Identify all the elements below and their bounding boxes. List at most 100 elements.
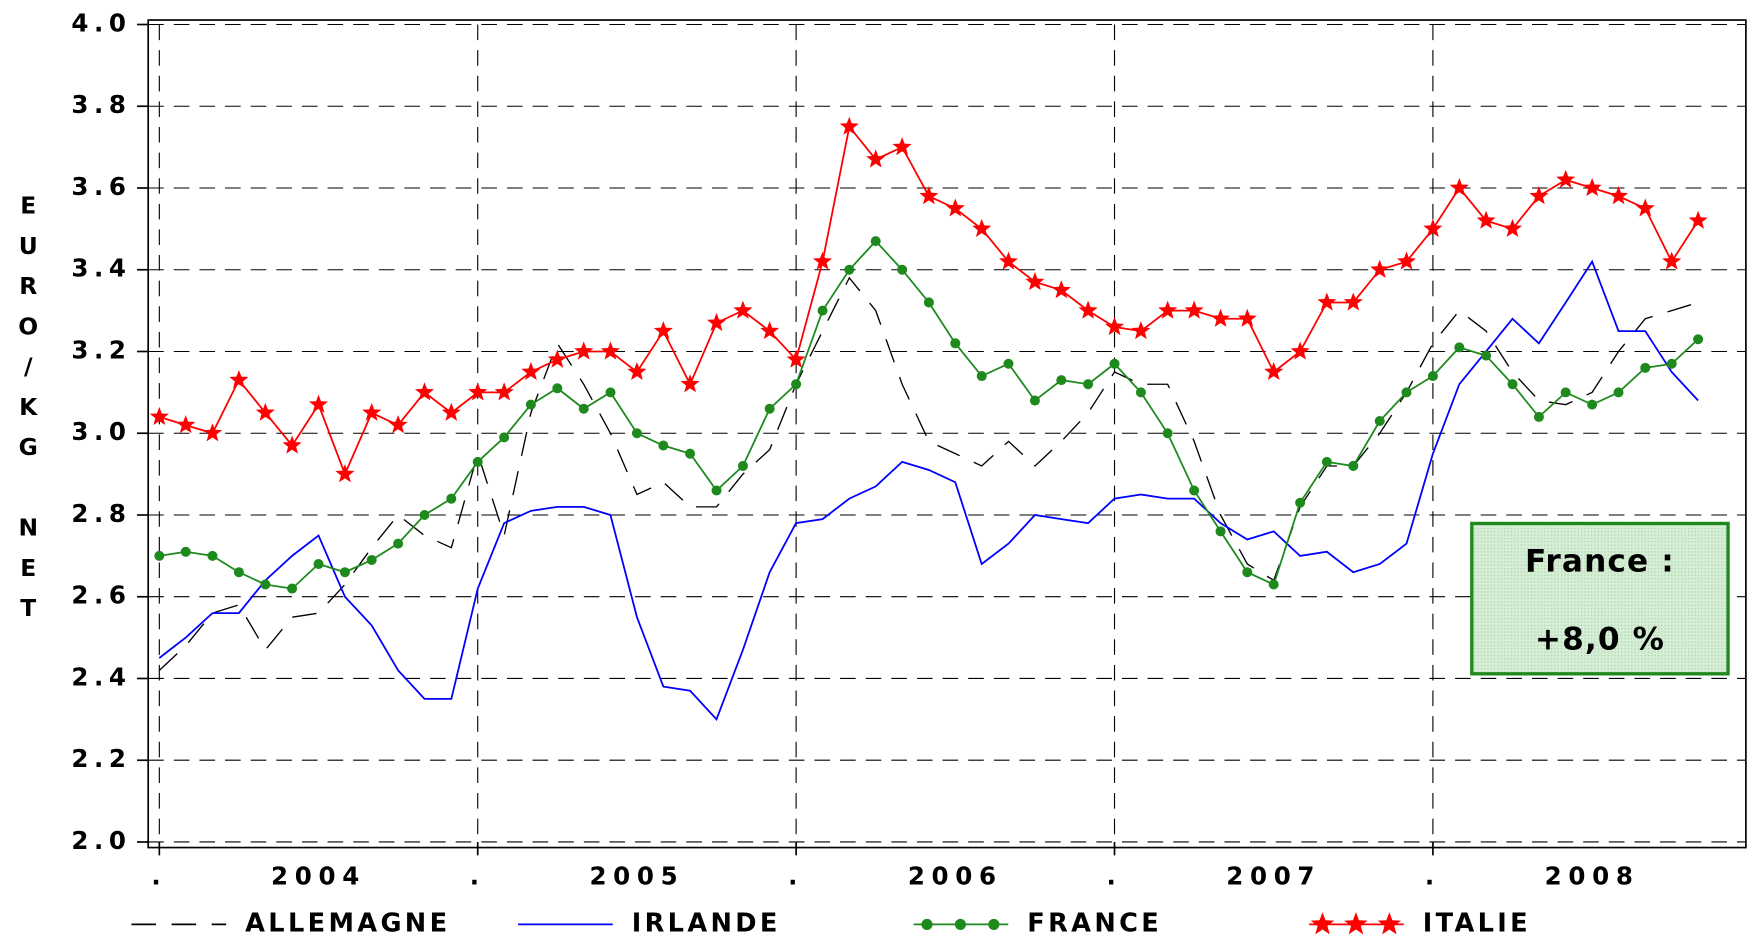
point xyxy=(945,198,965,217)
point xyxy=(1078,300,1098,319)
series-line xyxy=(158,259,1699,722)
point xyxy=(1640,362,1651,373)
point xyxy=(1396,251,1416,270)
point xyxy=(287,583,298,594)
point xyxy=(866,149,886,168)
point xyxy=(1507,379,1518,390)
x-tick-label: . xyxy=(151,862,167,891)
y-tick-label: 2.2 xyxy=(71,744,131,773)
point xyxy=(229,370,249,389)
point xyxy=(976,371,987,382)
point xyxy=(1529,186,1549,205)
y-tick-label: 3.0 xyxy=(71,417,131,446)
point xyxy=(446,493,457,504)
point xyxy=(207,550,218,561)
grid: 2.0 2.2 2.4 2.6 2.8 3.0 3.2 3.4 3.6 3.8 4.0.... . 20… xyxy=(71,9,1746,891)
point xyxy=(892,137,912,156)
point xyxy=(954,918,966,930)
point xyxy=(1135,387,1146,398)
point xyxy=(923,297,934,308)
point xyxy=(180,546,191,557)
legend: ALLEMAGNE IRLANDE FRANCE ITALIE xyxy=(131,908,1528,938)
y-tick-label: 2.0 xyxy=(71,826,131,855)
point xyxy=(154,550,165,561)
y-tick-label: 3.2 xyxy=(71,336,131,365)
x-category-label: 2007 xyxy=(1226,862,1321,891)
point xyxy=(605,387,616,398)
point xyxy=(921,918,933,930)
point xyxy=(600,341,621,360)
point xyxy=(499,432,510,443)
x-tick-label: . xyxy=(470,862,486,891)
point xyxy=(786,349,806,368)
point xyxy=(1025,271,1045,291)
point xyxy=(1083,379,1094,390)
legend-label: ALLEMAGNE xyxy=(245,908,450,938)
point xyxy=(1268,579,1279,590)
point xyxy=(1343,292,1363,311)
point xyxy=(1003,358,1014,369)
point xyxy=(441,402,461,421)
x-tick-label: . xyxy=(1425,862,1441,891)
point xyxy=(1295,497,1306,508)
point xyxy=(1162,428,1173,439)
point xyxy=(737,460,748,471)
point xyxy=(711,485,722,496)
point xyxy=(1215,526,1226,537)
point xyxy=(1608,186,1629,205)
point xyxy=(1344,912,1368,935)
y-tick-label: 2.4 xyxy=(71,662,131,691)
point xyxy=(419,509,430,521)
point xyxy=(362,402,382,421)
point xyxy=(1556,169,1576,188)
x-tick-label: . xyxy=(788,862,804,891)
point xyxy=(1056,375,1067,386)
point xyxy=(813,251,833,270)
legend-label: IRLANDE xyxy=(632,908,781,938)
point xyxy=(335,464,355,483)
point xyxy=(1158,300,1178,319)
point xyxy=(260,579,271,590)
series-line xyxy=(158,276,1699,671)
point xyxy=(1051,280,1071,299)
point xyxy=(393,538,404,549)
point xyxy=(839,116,859,135)
y-tick-label: 2.6 xyxy=(71,581,131,610)
point xyxy=(1613,387,1624,398)
point xyxy=(282,435,302,454)
point xyxy=(1370,259,1390,278)
point xyxy=(870,236,881,247)
point xyxy=(1662,251,1682,270)
point xyxy=(631,428,642,439)
point xyxy=(1427,371,1438,382)
y-tick-label: 4.0 xyxy=(71,9,131,38)
point xyxy=(1481,350,1492,361)
x-category-label: 2006 xyxy=(908,862,1003,891)
point xyxy=(1582,177,1602,197)
point xyxy=(574,341,594,360)
annotation-text: +8,0 % xyxy=(1535,621,1665,657)
point xyxy=(685,448,696,459)
point xyxy=(919,186,939,205)
annotation-text: France : xyxy=(1525,543,1675,579)
point xyxy=(149,406,169,426)
point xyxy=(791,379,802,390)
point xyxy=(176,415,196,434)
point xyxy=(233,567,244,578)
point xyxy=(1476,210,1496,229)
point xyxy=(1688,210,1708,229)
point xyxy=(1423,218,1443,238)
point xyxy=(494,382,514,401)
point xyxy=(1317,292,1337,311)
point xyxy=(764,403,775,414)
point xyxy=(950,338,961,349)
legend-label: FRANCE xyxy=(1027,908,1162,938)
x-category-label: 2008 xyxy=(1545,862,1640,891)
point xyxy=(1377,912,1402,935)
point xyxy=(1666,358,1677,369)
point xyxy=(680,374,700,393)
point xyxy=(521,361,541,381)
y-tick-label: 3.8 xyxy=(71,90,131,119)
plot-frame xyxy=(147,19,1747,849)
point xyxy=(1237,308,1257,327)
